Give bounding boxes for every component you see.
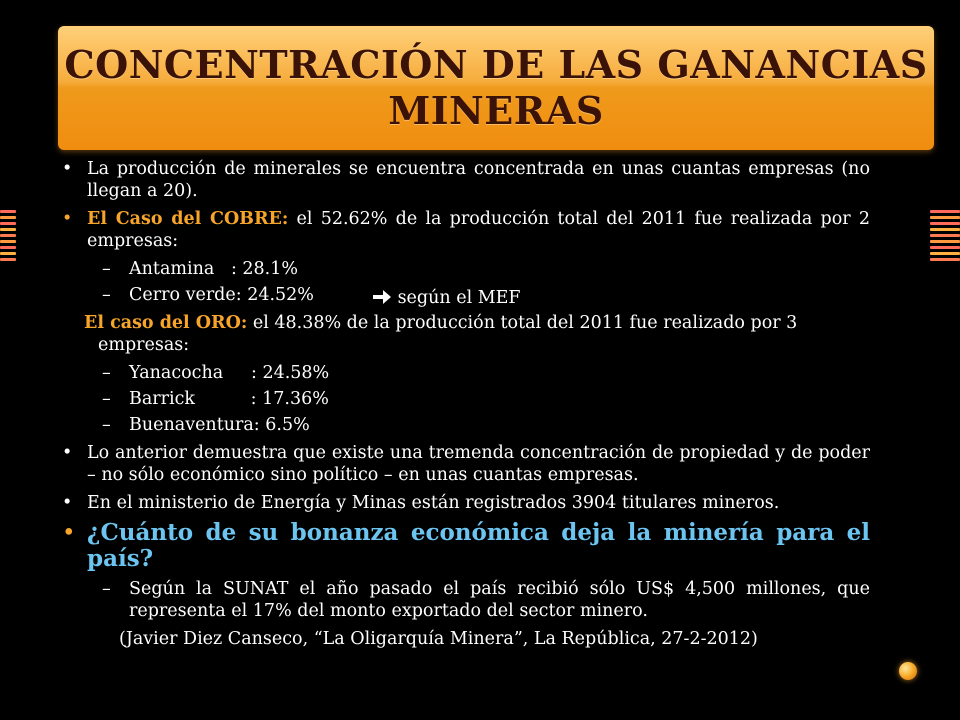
ministerio-text: En el ministerio de Energía y Minas está… <box>87 493 780 513</box>
mef-note-text: según el MEF <box>397 288 521 308</box>
cobre-label: El Caso del COBRE: <box>87 209 289 229</box>
left-decoration <box>0 210 16 270</box>
bullet-conclusion: Lo anterior demuestra que existe una tre… <box>62 442 870 486</box>
bullet-ministerio: En el ministerio de Energía y Minas está… <box>62 492 870 514</box>
oro-text: el 48.38% de la producción total del 201… <box>98 313 798 355</box>
cobre-item-antamina: – Antamina : 28.1% <box>102 259 299 279</box>
oro-item-yanacocha: – Yanacocha : 24.58% <box>102 363 330 383</box>
intro-text: La producción de minerales se encuentra … <box>87 159 870 201</box>
citation: (Javier Diez Canseco, “La Oligarquía Min… <box>119 629 758 649</box>
mef-note: según el MEF <box>372 287 521 309</box>
question-text: ¿Cuánto de su bonanza económica deja la … <box>87 519 870 572</box>
page-title-line-1: CONCENTRACIÓN DE LAS GANANCIAS <box>64 42 928 87</box>
bullet-dot <box>62 520 80 546</box>
bullet-dot <box>62 208 80 230</box>
cobre-item-cerro-verde: – Cerro verde: 24.52% <box>102 285 314 305</box>
title-banner: CONCENTRACIÓN DE LAS GANANCIAS MINERAS <box>58 26 934 150</box>
orb-decoration <box>899 662 917 680</box>
bullet-cobre: El Caso del COBRE: el 52.62% de la produ… <box>62 208 870 252</box>
sunat-item: – Según la SUNAT el año pasado el país r… <box>102 579 870 621</box>
cobre-text: el 52.62% de la producción total del 201… <box>87 209 870 251</box>
oro-item-buenaventura: – Buenaventura: 6.5% <box>102 415 310 435</box>
oro-item-barrick: – Barrick : 17.36% <box>102 389 329 409</box>
bullet-question: ¿Cuánto de su bonanza económica deja la … <box>62 520 870 572</box>
bullet-dot <box>62 442 80 464</box>
page-title-line-2: MINERAS <box>388 88 604 133</box>
oro-label: El caso del ORO: <box>84 313 248 333</box>
right-decoration <box>930 210 960 270</box>
bullet-dot <box>62 158 80 180</box>
right-arrow-icon <box>372 288 398 308</box>
oro-paragraph: El caso del ORO: el 48.38% de la producc… <box>62 312 870 356</box>
sunat-text: Según la SUNAT el año pasado el país rec… <box>129 579 870 621</box>
slide-content: La producción de minerales se encuentra … <box>62 158 870 650</box>
bullet-intro: La producción de minerales se encuentra … <box>62 158 870 202</box>
conclusion-text: Lo anterior demuestra que existe una tre… <box>87 443 870 485</box>
bullet-dot <box>62 492 80 514</box>
cobre-paragraph: El Caso del COBRE: el 52.62% de la produ… <box>62 208 870 252</box>
